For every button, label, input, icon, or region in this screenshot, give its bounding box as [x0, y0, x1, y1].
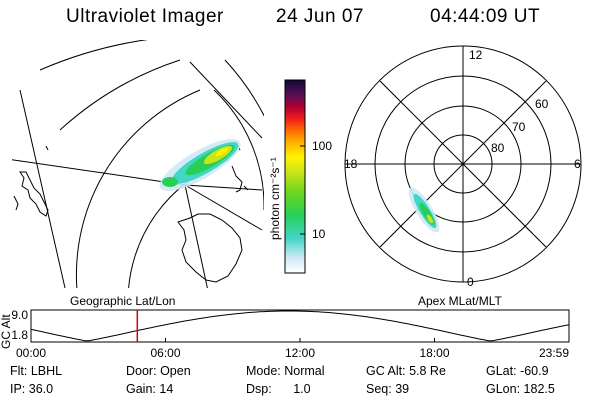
- colorbar-tick-label: 100: [312, 139, 332, 153]
- time-tick: 00:00: [16, 346, 46, 360]
- mlat-label-60: 60: [535, 97, 549, 111]
- mlt-label-6: 6: [574, 157, 581, 171]
- mlt-label-0: 0: [467, 275, 474, 289]
- altitude-plot: GC Alt 9.0 1.8 00:00 06:00 12:00 18:00 2…: [0, 308, 570, 360]
- time-label: 04:44:09 UT: [430, 6, 541, 27]
- info-dsp: Dsp: 1.0: [246, 382, 311, 396]
- instrument-title: Ultraviolet Imager: [66, 6, 224, 27]
- geographic-panel-label: Geographic Lat/Lon: [70, 294, 175, 308]
- altitude-tick-high: 9.0: [11, 308, 28, 322]
- time-tick: 12:00: [285, 346, 315, 360]
- time-tick: 23:59: [539, 346, 569, 360]
- colorbar: 100 10 photon cm⁻²s⁻¹: [268, 79, 332, 274]
- altitude-axis-label: GC Alt: [0, 314, 13, 349]
- altitude-curve: [30, 310, 570, 342]
- aurora-emission-polar: [408, 187, 440, 233]
- mlat-label-80: 80: [491, 141, 505, 155]
- colorbar-tick-label: 10: [312, 227, 326, 241]
- polar-plot: 12 18 6 0 60 70 80: [344, 45, 582, 289]
- mlt-label-12: 12: [469, 48, 483, 62]
- geographic-map: [12, 40, 264, 288]
- info-seq: Seq: 39: [366, 382, 410, 396]
- time-tick: 18:00: [419, 346, 449, 360]
- apex-panel-label: Apex MLat/MLT: [418, 294, 502, 308]
- mlat-label-70: 70: [512, 120, 526, 134]
- info-gc-alt: GC Alt: 5.8 Re: [366, 364, 446, 378]
- date-label: 24 Jun 07: [276, 6, 364, 27]
- time-tick: 06:00: [150, 346, 180, 360]
- info-door: Door: Open: [126, 364, 191, 378]
- aurora-emission-geo: [159, 139, 241, 191]
- altitude-tick-low: 1.8: [11, 328, 28, 342]
- mlt-label-18: 18: [344, 157, 358, 171]
- info-glon: GLon: 182.5: [486, 382, 555, 396]
- info-filter: Flt: LBHL: [10, 364, 63, 378]
- info-glat: GLat: -60.9: [486, 364, 549, 378]
- info-gain: Gain: 14: [126, 382, 174, 396]
- info-ip: IP: 36.0: [10, 382, 54, 396]
- colorbar-unit-label: photon cm⁻²s⁻¹: [268, 157, 282, 240]
- info-mode: Mode: Normal: [246, 364, 325, 378]
